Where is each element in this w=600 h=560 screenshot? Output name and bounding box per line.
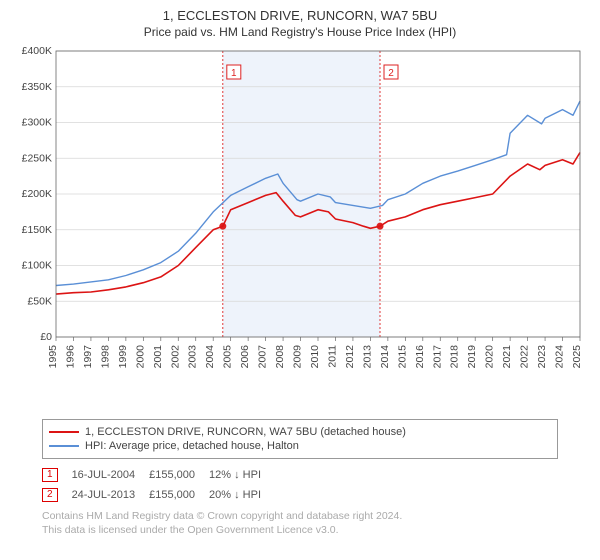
chart-svg: £0 £50K £100K £150K £200K £250K £300K £350K £400… bbox=[12, 45, 588, 385]
svg-text:£0: £0 bbox=[40, 331, 52, 343]
legend-label: HPI: Average price, detached house, Halt… bbox=[85, 440, 299, 452]
svg-text:2005: 2005 bbox=[222, 345, 234, 369]
svg-text:1999: 1999 bbox=[117, 345, 129, 369]
svg-text:£100K: £100K bbox=[22, 260, 52, 272]
svg-text:2017: 2017 bbox=[431, 345, 443, 369]
chart-title-1: 1, ECCLESTON DRIVE, RUNCORN, WA7 5BU bbox=[12, 8, 588, 23]
legend: 1, ECCLESTON DRIVE, RUNCORN, WA7 5BU (de… bbox=[42, 419, 558, 459]
svg-text:2025: 2025 bbox=[571, 345, 583, 369]
footnote-line-2: This data is licensed under the Open Gov… bbox=[42, 524, 339, 536]
svg-text:2013: 2013 bbox=[361, 345, 373, 369]
svg-text:2006: 2006 bbox=[239, 345, 251, 369]
svg-text:£250K: £250K bbox=[22, 152, 52, 164]
footnote-line-1: Contains HM Land Registry data © Crown c… bbox=[42, 510, 402, 522]
svg-text:2001: 2001 bbox=[152, 345, 164, 369]
svg-text:£50K: £50K bbox=[27, 295, 52, 307]
svg-text:2021: 2021 bbox=[501, 345, 513, 369]
svg-text:1997: 1997 bbox=[82, 345, 94, 369]
svg-text:2011: 2011 bbox=[326, 345, 338, 368]
legend-swatch bbox=[49, 431, 79, 433]
svg-text:2009: 2009 bbox=[292, 345, 304, 369]
svg-text:£200K: £200K bbox=[22, 188, 52, 200]
transactions-table: 1 16-JUL-2004£155,00012% ↓ HPI 2 24-JUL-201… bbox=[42, 465, 275, 505]
svg-text:£400K: £400K bbox=[22, 45, 52, 57]
svg-text:2024: 2024 bbox=[554, 345, 566, 369]
tx-marker: 1 bbox=[42, 468, 58, 482]
legend-swatch bbox=[49, 445, 79, 447]
svg-text:2022: 2022 bbox=[519, 345, 531, 369]
tx-price: £155,000 bbox=[149, 485, 209, 505]
legend-item: HPI: Average price, detached house, Halt… bbox=[49, 440, 551, 452]
svg-text:£150K: £150K bbox=[22, 224, 52, 236]
tx-delta: 12% ↓ HPI bbox=[209, 465, 275, 485]
tx-date: 16-JUL-2004 bbox=[72, 465, 150, 485]
svg-text:1: 1 bbox=[231, 68, 237, 79]
svg-text:1995: 1995 bbox=[47, 345, 59, 369]
tx-delta: 20% ↓ HPI bbox=[209, 485, 275, 505]
svg-text:2016: 2016 bbox=[414, 345, 426, 369]
svg-text:£300K: £300K bbox=[22, 117, 52, 129]
legend-label: 1, ECCLESTON DRIVE, RUNCORN, WA7 5BU (de… bbox=[85, 426, 406, 438]
svg-text:2015: 2015 bbox=[396, 345, 408, 369]
tx-date: 24-JUL-2013 bbox=[72, 485, 150, 505]
table-row: 1 16-JUL-2004£155,00012% ↓ HPI bbox=[42, 465, 275, 485]
svg-text:2019: 2019 bbox=[466, 345, 478, 369]
svg-text:2000: 2000 bbox=[134, 345, 146, 369]
footnote: Contains HM Land Registry data © Crown c… bbox=[42, 509, 558, 537]
price-chart: £0 £50K £100K £150K £200K £250K £300K £350K £400… bbox=[12, 45, 588, 415]
svg-text:2: 2 bbox=[388, 68, 394, 79]
svg-text:2008: 2008 bbox=[274, 345, 286, 369]
svg-text:2002: 2002 bbox=[169, 345, 181, 369]
svg-text:2004: 2004 bbox=[204, 345, 216, 369]
svg-text:2012: 2012 bbox=[344, 345, 356, 369]
chart-title-2: Price paid vs. HM Land Registry's House … bbox=[12, 25, 588, 39]
svg-text:2010: 2010 bbox=[309, 345, 321, 369]
svg-text:2003: 2003 bbox=[187, 345, 199, 369]
svg-text:2020: 2020 bbox=[484, 345, 496, 369]
svg-text:1998: 1998 bbox=[99, 345, 111, 369]
table-row: 2 24-JUL-2013£155,00020% ↓ HPI bbox=[42, 485, 275, 505]
svg-text:2014: 2014 bbox=[379, 345, 391, 369]
tx-marker: 2 bbox=[42, 488, 58, 502]
svg-text:2018: 2018 bbox=[449, 345, 461, 369]
svg-text:£350K: £350K bbox=[22, 81, 52, 93]
svg-text:1996: 1996 bbox=[64, 345, 76, 369]
svg-text:2007: 2007 bbox=[257, 345, 269, 369]
legend-item: 1, ECCLESTON DRIVE, RUNCORN, WA7 5BU (de… bbox=[49, 426, 551, 438]
svg-text:2023: 2023 bbox=[536, 345, 548, 369]
tx-price: £155,000 bbox=[149, 465, 209, 485]
